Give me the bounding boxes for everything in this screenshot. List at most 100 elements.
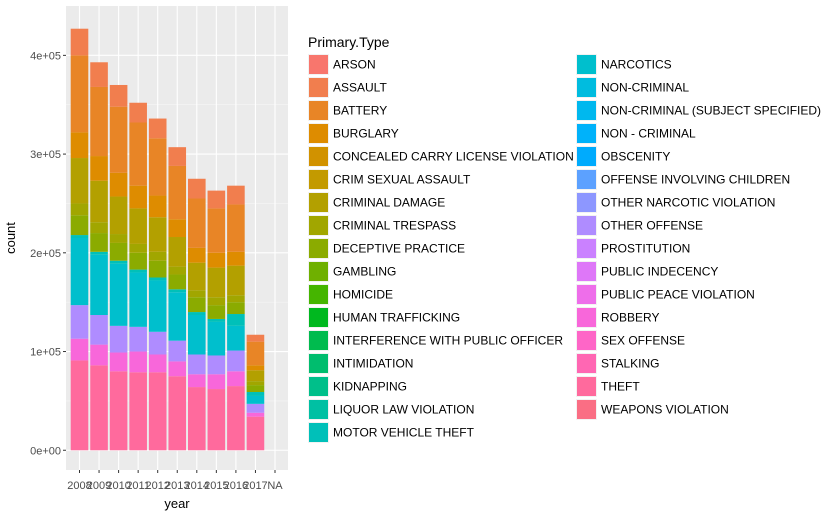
legend-swatch — [577, 400, 596, 419]
legend-swatch — [309, 331, 328, 350]
bar-segment-2012-criminal-trespass — [148, 251, 167, 261]
y-tick-label: 3e+05 — [30, 149, 61, 161]
bar-segment-2015-deceptive-practice — [207, 305, 226, 319]
legend-label: PUBLIC INDECENCY — [601, 265, 718, 279]
legend-label: LIQUOR LAW VIOLATION — [333, 403, 474, 417]
bar-segment-2017-motor-vehicle-theft — [246, 392, 265, 396]
bar-segment-2016-criminal-trespass — [227, 295, 245, 303]
legend-item-battery: BATTERY — [308, 100, 387, 121]
legend-item-intimidation: INTIMIDATION — [308, 353, 413, 374]
bar-segment-2013-criminal-damage — [168, 237, 187, 267]
bar-segment-2009-motor-vehicle-theft — [90, 251, 108, 255]
bar-segment-2009-criminal-trespass — [90, 222, 108, 234]
legend-item-narcotics: NARCOTICS — [576, 54, 672, 75]
bars — [70, 28, 265, 451]
bar-segment-2015-assault — [207, 190, 226, 209]
bar-segment-2016-theft — [227, 386, 245, 451]
bar-segment-2015-motor-vehicle-theft — [207, 318, 226, 322]
x-tick-label: 2017 — [243, 480, 267, 492]
legend-swatch — [577, 147, 596, 166]
legend-swatch — [577, 101, 596, 120]
bar-segment-2012-criminal-damage — [148, 217, 167, 252]
bar-segment-2013-battery — [168, 165, 187, 220]
bar-segment-2012-battery — [148, 138, 167, 196]
legend-label: OFFENSE INVOLVING CHILDREN — [601, 173, 790, 187]
bar-segment-2010-deceptive-practice — [109, 242, 128, 261]
bar-segment-2013-motor-vehicle-theft — [168, 289, 187, 293]
bar-segment-2009-assault — [90, 62, 108, 87]
legend-item-weapons-violation: WEAPONS VIOLATION — [576, 399, 729, 420]
bar-segment-2008-theft — [70, 360, 89, 451]
bar-segment-2015-criminal-trespass — [207, 297, 226, 306]
bar-segment-2012-motor-vehicle-theft — [148, 277, 167, 281]
bar-segment-2013-burglary — [168, 219, 187, 238]
legend-item-sex-offense: SEX OFFENSE — [576, 330, 685, 351]
bar-segment-2016-burglary — [227, 251, 245, 266]
bar-segment-2014-assault — [188, 178, 206, 199]
legend-swatch — [309, 216, 328, 235]
bar-segment-2011-assault — [129, 102, 147, 123]
legend-swatch — [309, 193, 328, 212]
legend-swatch — [577, 124, 596, 143]
legend-item-liquor-law-violation: LIQUOR LAW VIOLATION — [308, 399, 474, 420]
bar-segment-2014-other-offense — [188, 354, 206, 375]
bar-segment-2016-battery — [227, 204, 245, 252]
bar-segment-2010-motor-vehicle-theft — [109, 260, 128, 264]
bar-segment-2010-criminal-damage — [109, 196, 128, 235]
bar-segment-2014-criminal-trespass — [188, 290, 206, 298]
x-tick-label: 2016 — [224, 480, 248, 492]
legend-label: INTIMIDATION — [333, 357, 413, 371]
bar-segment-2012-deceptive-practice — [148, 260, 167, 278]
bar-segment-2012-narcotics — [148, 280, 167, 332]
bar-segment-2009-theft — [90, 365, 108, 451]
bar-segment-2010-criminal-trespass — [109, 234, 128, 243]
legend-label: HUMAN TRAFFICKING — [333, 311, 460, 325]
bar-segment-2008-narcotics — [70, 238, 89, 306]
x-tick-label: 2008 — [67, 480, 91, 492]
legend-item-non-criminal: NON - CRIMINAL — [576, 123, 696, 144]
legend-swatch — [309, 285, 328, 304]
bar-segment-2009-narcotics — [90, 254, 108, 316]
bar-segment-2017-theft — [246, 416, 265, 451]
bar-segment-2014-burglary — [188, 247, 206, 263]
legend-swatch — [309, 101, 328, 120]
bar-segment-2016-motor-vehicle-theft — [227, 314, 245, 326]
bar-segment-2017-robbery — [246, 412, 265, 417]
legend-swatch — [577, 170, 596, 189]
legend-item-prostitution: PROSTITUTION — [576, 238, 690, 259]
bar-segment-2009-burglary — [90, 156, 108, 181]
bar-segment-2009-deceptive-practice — [90, 233, 108, 252]
bar-segment-2017-deceptive-practice — [246, 385, 265, 393]
legend-swatch — [577, 331, 596, 350]
bar-segment-2017-narcotics — [246, 395, 265, 404]
bar-segment-2015-robbery — [207, 374, 226, 390]
legend-swatch — [309, 147, 328, 166]
bar-segment-2015-other-offense — [207, 355, 226, 375]
legend-swatch — [577, 193, 596, 212]
legend-swatch — [577, 262, 596, 281]
bar-segment-2017-burglary — [246, 365, 265, 371]
bar-segment-2016-other-offense — [227, 350, 245, 372]
legend-label: HOMICIDE — [333, 288, 393, 302]
legend-label: NARCOTICS — [601, 58, 672, 72]
bar-segment-2008-criminal-damage — [70, 158, 89, 204]
legend-item-public-peace-violation: PUBLIC PEACE VIOLATION — [576, 284, 755, 305]
legend-label: PROSTITUTION — [601, 242, 690, 256]
bar-segment-2010-assault — [109, 84, 128, 107]
bar-segment-2011-robbery — [129, 351, 147, 373]
legend-swatch — [309, 354, 328, 373]
bar-segment-2008-assault — [70, 28, 89, 56]
legend-item-concealed-carry-license-violation: CONCEALED CARRY LICENSE VIOLATION — [308, 146, 574, 167]
bar-segment-2013-theft — [168, 376, 187, 451]
bar-segment-2010-robbery — [109, 352, 128, 372]
bar-segment-2011-criminal-damage — [129, 208, 147, 244]
bar-segment-2013-criminal-trespass — [168, 266, 187, 275]
legend-label: CRIMINAL TRESPASS — [333, 219, 456, 233]
y-axis: 0e+00 1e+05 2e+05 3e+05 4e+05 — [30, 50, 66, 457]
bar-segment-2014-battery — [188, 198, 206, 248]
bar-segment-2008-other-offense — [70, 305, 89, 339]
legend-item-theft: THEFT — [576, 376, 640, 397]
legend-item-other-narcotic-violation: OTHER NARCOTIC VIOLATION — [576, 192, 775, 213]
legend-swatch — [309, 55, 328, 74]
bar-segment-2008-robbery — [70, 338, 89, 361]
